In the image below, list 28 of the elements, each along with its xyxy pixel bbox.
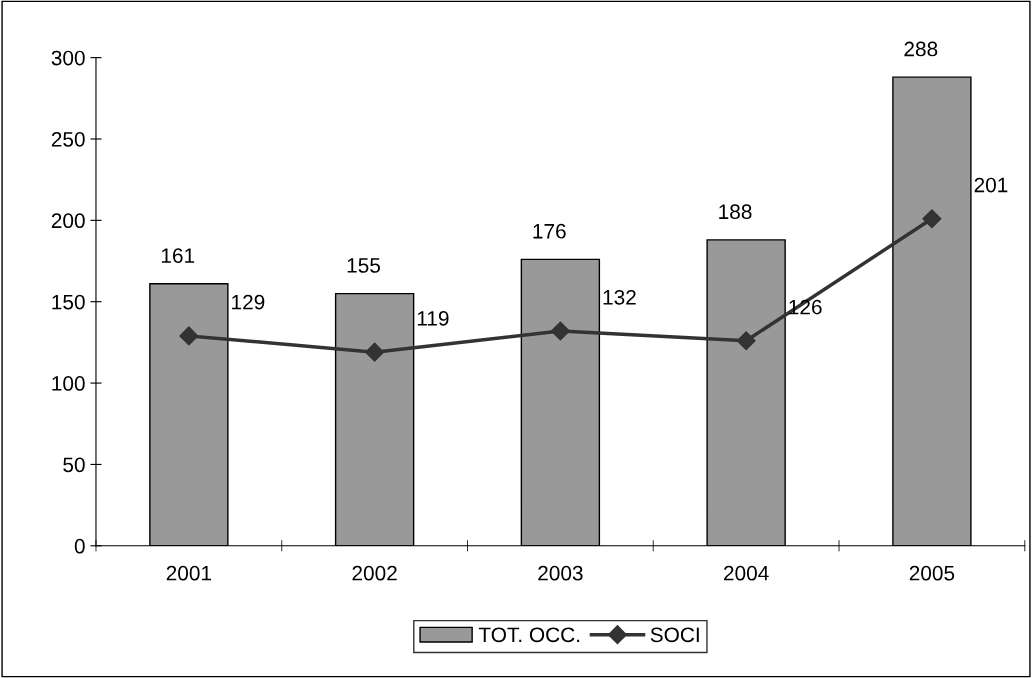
point (550, 321, 570, 341)
point (365, 342, 385, 362)
y-tick-label: 50 (63, 457, 85, 473)
x-tick-label: 2002 (352, 565, 397, 581)
data-label: 119 (417, 311, 449, 326)
y-tick-label: 300 (51, 50, 85, 66)
data-label: 155 (347, 258, 381, 273)
y-tick-label: 0 (74, 538, 85, 554)
x-tick-label: 2004 (724, 565, 769, 581)
y-tick-label: 200 (51, 213, 85, 229)
data-label: 161 (161, 248, 195, 264)
point (736, 331, 756, 351)
legend-label: TOT. OCC. (478, 627, 580, 643)
y-tick-label: 100 (52, 376, 85, 391)
point (922, 209, 942, 229)
x-tick-label: 2001 (166, 565, 212, 581)
point (179, 326, 199, 346)
legend-label: SOCI (650, 627, 699, 643)
x-tick-label: 2003 (538, 565, 583, 581)
data-label: 132 (603, 289, 636, 305)
y-tick-label: 250 (51, 131, 85, 147)
data-label: 288 (904, 41, 938, 57)
x-tick-label: 2005 (909, 565, 955, 581)
data-label: 188 (719, 204, 752, 220)
data-label: 176 (533, 223, 566, 239)
y-tick-label: 150 (52, 294, 85, 310)
data-label: 201 (974, 177, 1008, 193)
data-label: 129 (232, 294, 265, 310)
